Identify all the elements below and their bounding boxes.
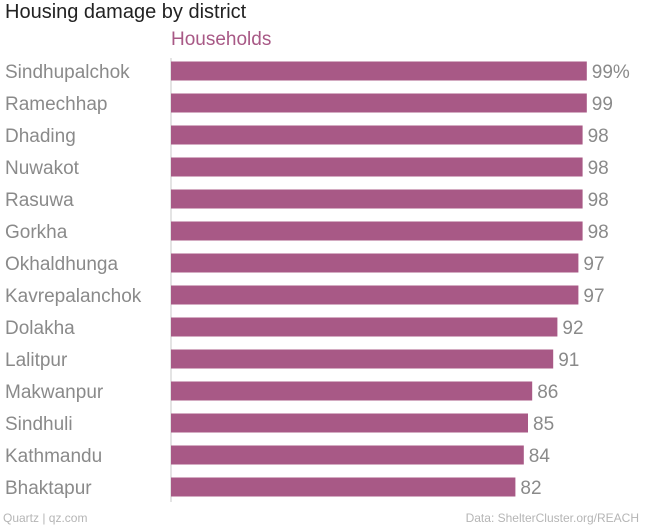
- bar: [171, 93, 587, 113]
- value-label: 98: [588, 126, 609, 147]
- bar-chart: Households Sindhupalchok 99% Ramechhap 99 Dha…: [5, 29, 630, 502]
- category-label: Lalitpur: [5, 350, 68, 371]
- value-label: 99: [592, 94, 613, 115]
- category-label: Nuwakot: [5, 158, 80, 179]
- bar: [171, 381, 533, 401]
- category-label: Rasuwa: [5, 190, 74, 211]
- value-label: 98: [588, 190, 609, 211]
- category-label: Kavrepalanchok: [5, 286, 142, 307]
- bar: [171, 349, 554, 369]
- value-label: 97: [583, 286, 604, 307]
- value-label: 84: [529, 446, 551, 467]
- value-label: 97: [583, 254, 604, 275]
- category-label: Okhaldhunga: [5, 254, 118, 275]
- category-label: Sindhuli: [5, 414, 73, 435]
- footer-credit: Quartz | qz.com: [3, 511, 88, 525]
- value-label: 91: [558, 350, 579, 371]
- category-label: Dolakha: [5, 318, 75, 339]
- value-label: 86: [537, 382, 558, 403]
- bar: [171, 253, 579, 273]
- category-label: Makwanpur: [5, 382, 104, 403]
- bar: [171, 413, 528, 433]
- value-label: 82: [520, 478, 541, 499]
- value-label: 98: [588, 158, 609, 179]
- value-label: 98: [588, 222, 609, 243]
- category-label: Dhading: [5, 126, 76, 147]
- value-label: 92: [562, 318, 583, 339]
- bar: [171, 317, 558, 337]
- category-label: Kathmandu: [5, 446, 102, 467]
- chart-title: Housing damage by district: [5, 1, 247, 23]
- value-label: 85: [533, 414, 554, 435]
- bar: [171, 477, 516, 497]
- series-label-households: Households: [171, 29, 271, 50]
- category-label: Ramechhap: [5, 94, 107, 115]
- bar: [171, 157, 583, 177]
- bar: [171, 189, 583, 209]
- category-label: Sindhupalchok: [5, 62, 130, 83]
- bar: [171, 61, 587, 81]
- bar: [171, 221, 583, 241]
- bar: [171, 445, 524, 465]
- value-label: 99%: [592, 62, 630, 83]
- category-label: Bhaktapur: [5, 478, 92, 499]
- footer-source: Data: ShelterCluster.org/REACH: [465, 511, 639, 525]
- category-label: Gorkha: [5, 222, 68, 243]
- bar: [171, 125, 583, 145]
- bar: [171, 285, 579, 305]
